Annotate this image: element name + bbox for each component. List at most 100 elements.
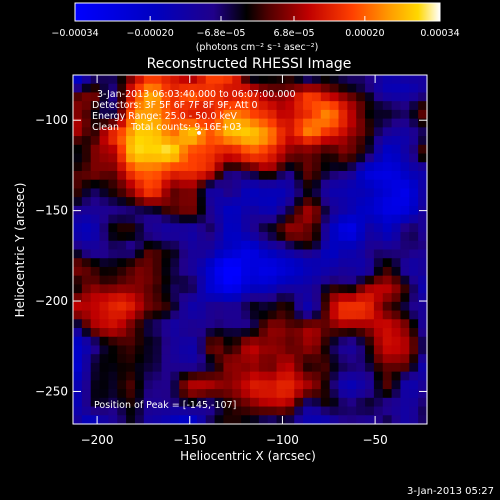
heatmap-cell bbox=[391, 310, 402, 320]
heatmap-cell bbox=[232, 249, 242, 259]
heatmap-cell bbox=[391, 328, 402, 338]
heatmap-cell bbox=[223, 345, 233, 355]
heatmap-cell bbox=[356, 179, 366, 190]
heatmap-cell bbox=[143, 75, 154, 85]
heatmap-cell bbox=[152, 266, 163, 277]
heatmap-cell bbox=[90, 205, 101, 216]
heatmap-cell bbox=[81, 328, 92, 338]
heatmap-cell bbox=[214, 179, 225, 190]
heatmap-cell bbox=[90, 240, 101, 251]
heatmap-cell bbox=[117, 415, 127, 425]
heatmap-cell bbox=[161, 380, 171, 390]
heatmap-cell bbox=[170, 389, 180, 399]
heatmap-cell bbox=[205, 109, 216, 120]
heatmap-cell bbox=[152, 127, 163, 137]
heatmap-cell bbox=[329, 258, 340, 268]
heatmap-cell bbox=[152, 144, 163, 155]
heatmap-cell bbox=[382, 266, 393, 277]
heatmap-cell bbox=[205, 83, 216, 94]
heatmap-cell bbox=[161, 319, 171, 329]
heatmap-cell bbox=[223, 389, 233, 399]
heatmap-cell bbox=[170, 153, 180, 163]
heatmap-cell bbox=[391, 197, 402, 207]
heatmap-cell bbox=[196, 266, 207, 277]
heatmap-cell bbox=[214, 328, 225, 338]
heatmap-cell bbox=[241, 415, 251, 425]
heatmap-cell bbox=[382, 258, 393, 268]
heatmap-cell bbox=[161, 389, 171, 399]
heatmap-cell bbox=[276, 214, 286, 224]
heatmap-cell bbox=[188, 336, 198, 347]
heatmap-cell bbox=[391, 127, 402, 137]
heatmap-cell bbox=[241, 301, 251, 312]
heatmap-cell bbox=[214, 197, 225, 207]
heatmap-cell bbox=[409, 109, 419, 120]
heatmap-cell bbox=[188, 197, 198, 207]
heatmap-cell bbox=[108, 223, 118, 233]
heatmap-cell bbox=[409, 362, 419, 373]
heatmap-cell bbox=[73, 153, 83, 163]
heatmap-cell bbox=[267, 83, 278, 94]
heatmap-cell bbox=[73, 362, 83, 373]
heatmap-cell bbox=[81, 153, 92, 163]
heatmap-cell bbox=[90, 266, 101, 277]
heatmap-cell bbox=[338, 101, 348, 111]
heatmap-cell bbox=[418, 197, 428, 207]
heatmap-cell bbox=[81, 389, 92, 399]
heatmap-cell bbox=[81, 345, 92, 355]
heatmap-cell bbox=[250, 92, 260, 102]
heatmap-cell bbox=[117, 275, 127, 285]
heatmap-cell bbox=[232, 362, 242, 373]
heatmap-cell bbox=[400, 258, 410, 268]
heatmap-cell bbox=[126, 301, 136, 312]
heatmap-cell bbox=[205, 170, 216, 181]
heatmap-cell bbox=[152, 179, 163, 190]
heatmap-cell bbox=[356, 197, 366, 207]
heatmap-cell bbox=[294, 214, 304, 224]
heatmap-cell bbox=[152, 293, 163, 303]
heatmap-cell bbox=[223, 170, 233, 181]
heatmap-cell bbox=[214, 153, 225, 163]
heatmap-cell bbox=[338, 205, 348, 216]
heatmap-cell bbox=[347, 380, 357, 390]
heatmap-cell bbox=[294, 354, 304, 364]
heatmap-cell bbox=[90, 397, 101, 408]
heatmap-cell bbox=[108, 415, 118, 425]
heatmap-cell bbox=[117, 258, 127, 268]
heatmap-cell bbox=[267, 162, 278, 172]
heatmap-cell bbox=[152, 75, 163, 85]
heatmap-cell bbox=[409, 328, 419, 338]
heatmap-cell bbox=[391, 240, 402, 251]
heatmap-cell bbox=[338, 328, 348, 338]
heatmap-cell bbox=[303, 301, 313, 312]
heatmap-cell bbox=[400, 397, 410, 408]
heatmap-cell bbox=[90, 310, 101, 320]
heatmap-cell bbox=[329, 153, 340, 163]
heatmap-cell bbox=[241, 319, 251, 329]
heatmap-cell bbox=[241, 83, 251, 94]
heatmap-cell bbox=[73, 214, 83, 224]
heatmap-cell bbox=[338, 232, 348, 242]
heatmap-cell bbox=[258, 162, 269, 172]
heatmap-cell bbox=[329, 249, 340, 259]
heatmap-cell bbox=[126, 345, 136, 355]
heatmap-cell bbox=[232, 188, 242, 198]
heatmap-cell bbox=[99, 205, 109, 216]
heatmap-cell bbox=[258, 362, 269, 373]
heatmap-cell bbox=[205, 92, 216, 102]
heatmap-cell bbox=[188, 380, 198, 390]
heatmap-cell bbox=[409, 162, 419, 172]
heatmap-cell bbox=[365, 354, 375, 364]
heatmap-cell bbox=[117, 205, 127, 216]
heatmap-cell bbox=[285, 406, 295, 416]
heatmap-cell bbox=[329, 362, 340, 373]
heatmap-cell bbox=[311, 127, 322, 137]
heatmap-cell bbox=[126, 389, 136, 399]
heatmap-cell bbox=[329, 284, 340, 294]
heatmap-cell bbox=[205, 188, 216, 198]
heatmap-cell bbox=[214, 162, 225, 172]
heatmap-cell bbox=[320, 188, 331, 198]
heatmap-cell bbox=[382, 136, 393, 146]
heatmap-cell bbox=[365, 328, 375, 338]
heatmap-cell bbox=[143, 293, 154, 303]
